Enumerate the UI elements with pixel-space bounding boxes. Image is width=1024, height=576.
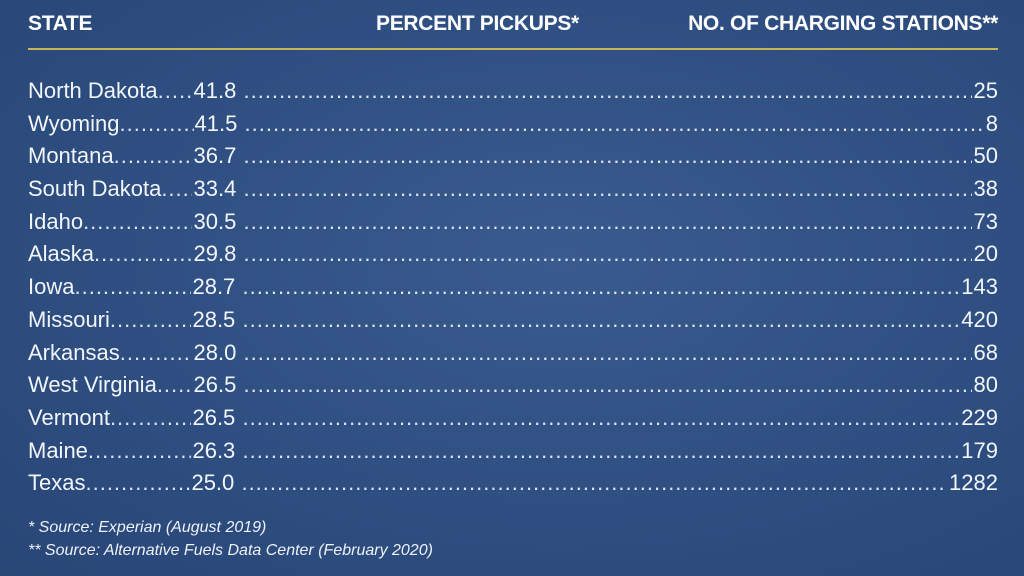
footnotes: * Source: Experian (August 2019) ** Sour… bbox=[28, 516, 433, 562]
state-name: West Virginia bbox=[28, 372, 157, 398]
dot-leader bbox=[110, 305, 192, 334]
table-row: Alaska 29.8 20 bbox=[28, 239, 998, 272]
dot-leader bbox=[242, 305, 959, 334]
percent-pickups-value: 36.7 bbox=[193, 143, 237, 169]
header-percent-pickups: PERCENT PICKUPS* bbox=[376, 12, 579, 35]
state-name: Montana bbox=[28, 143, 114, 169]
dot-leader bbox=[83, 207, 192, 236]
table-row: Missouri 28.5 420 bbox=[28, 305, 998, 338]
dot-leader bbox=[243, 338, 971, 367]
state-name: Texas bbox=[28, 470, 86, 496]
table-row: Texas 25.0 1282 bbox=[28, 468, 998, 501]
charging-stations-value: 20 bbox=[973, 241, 998, 267]
charging-stations-value: 179 bbox=[961, 437, 998, 463]
header-state: STATE bbox=[28, 12, 93, 35]
state-name: Idaho bbox=[28, 208, 84, 234]
percent-pickups-value: 28.0 bbox=[193, 339, 237, 365]
dot-leader bbox=[243, 207, 971, 236]
percent-pickups-value: 26.5 bbox=[193, 372, 237, 398]
state-name: Iowa bbox=[28, 274, 75, 300]
state-name: Maine bbox=[28, 437, 88, 463]
percent-pickups-value: 33.4 bbox=[193, 176, 237, 202]
state-name: South Dakota bbox=[28, 176, 162, 202]
state-name: North Dakota bbox=[28, 78, 158, 103]
charging-stations-value: 143 bbox=[961, 274, 998, 300]
state-name: Missouri bbox=[28, 306, 110, 332]
dot-leader bbox=[94, 239, 192, 268]
dot-leader bbox=[114, 141, 193, 170]
dot-leader bbox=[241, 468, 947, 497]
charging-stations-value: 8 bbox=[985, 110, 998, 136]
charging-stations-value: 50 bbox=[973, 143, 998, 169]
dot-leader bbox=[243, 239, 971, 268]
dot-leader bbox=[243, 174, 971, 203]
state-table: North Dakota 41.8 25 Wyoming 41.5 8 Mont… bbox=[28, 76, 998, 501]
charging-stations-value: 73 bbox=[973, 208, 998, 234]
table-header: STATE PERCENT PICKUPS* NO. OF CHARGING S… bbox=[28, 8, 998, 42]
table-row: Vermont 26.5 229 bbox=[28, 403, 998, 436]
dot-leader bbox=[243, 76, 971, 105]
charging-stations-value: 229 bbox=[961, 404, 998, 430]
dot-leader bbox=[85, 468, 190, 497]
dot-leader bbox=[242, 272, 959, 301]
percent-pickups-value: 30.5 bbox=[193, 208, 237, 234]
table-row: West Virginia 26.5 80 bbox=[28, 370, 998, 403]
header-charging-stations: NO. OF CHARGING STATIONS** bbox=[688, 12, 998, 35]
dot-leader bbox=[120, 338, 193, 367]
percent-pickups-value: 26.3 bbox=[192, 437, 236, 463]
footnote-afdc: ** Source: Alternative Fuels Data Center… bbox=[28, 542, 433, 559]
table-row: North Dakota 41.8 25 bbox=[28, 76, 998, 109]
charging-stations-value: 420 bbox=[961, 306, 998, 332]
dot-leader bbox=[157, 370, 193, 399]
table-row: Iowa 28.7 143 bbox=[28, 272, 998, 305]
table-row: Montana 36.7 50 bbox=[28, 141, 998, 174]
dot-leader bbox=[242, 436, 959, 465]
charging-stations-value: 25 bbox=[973, 78, 998, 103]
dot-leader bbox=[110, 403, 192, 432]
charging-stations-value: 68 bbox=[973, 339, 998, 365]
header-divider bbox=[28, 48, 998, 50]
table-row: Arkansas 28.0 68 bbox=[28, 338, 998, 371]
dot-leader bbox=[120, 109, 194, 138]
state-name: Vermont bbox=[28, 404, 110, 430]
charging-stations-value: 38 bbox=[973, 176, 998, 202]
footnote-experian: * Source: Experian (August 2019) bbox=[28, 519, 267, 536]
percent-pickups-value: 41.8 bbox=[193, 78, 237, 103]
state-name: Wyoming bbox=[28, 110, 120, 136]
table-row: Wyoming 41.5 8 bbox=[28, 109, 998, 142]
dot-leader bbox=[242, 403, 959, 432]
charging-stations-value: 80 bbox=[973, 372, 998, 398]
dot-leader bbox=[88, 436, 192, 465]
dot-leader bbox=[161, 174, 192, 203]
state-name: Arkansas bbox=[28, 339, 120, 365]
dot-leader bbox=[245, 109, 984, 138]
percent-pickups-value: 28.5 bbox=[192, 306, 236, 332]
percent-pickups-value: 25.0 bbox=[191, 470, 235, 496]
dot-leader bbox=[74, 272, 191, 301]
charging-stations-value: 1282 bbox=[949, 470, 998, 496]
dot-leader bbox=[158, 76, 193, 105]
dot-leader bbox=[243, 141, 971, 170]
dot-leader bbox=[243, 370, 971, 399]
state-name: Alaska bbox=[28, 241, 95, 267]
percent-pickups-value: 41.5 bbox=[194, 110, 238, 136]
table-row: Idaho 30.5 73 bbox=[28, 207, 998, 240]
table-row: South Dakota 33.4 38 bbox=[28, 174, 998, 207]
percent-pickups-value: 26.5 bbox=[192, 404, 236, 430]
percent-pickups-value: 29.8 bbox=[193, 241, 237, 267]
percent-pickups-value: 28.7 bbox=[192, 274, 236, 300]
table-row: Maine 26.3 179 bbox=[28, 436, 998, 469]
